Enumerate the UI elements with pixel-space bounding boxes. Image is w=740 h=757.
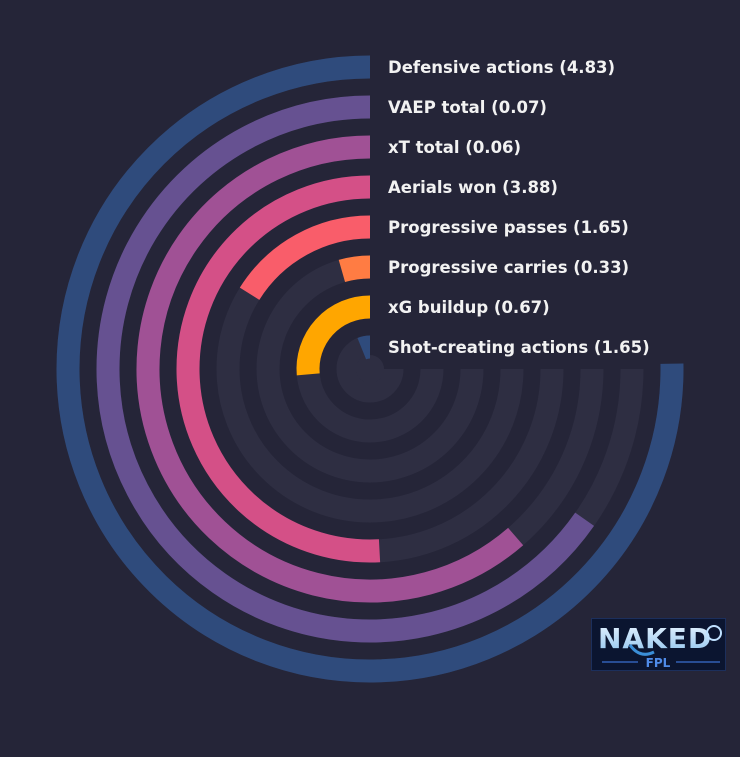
bar-label-7: xG buildup (0.67) bbox=[388, 298, 550, 317]
bar-1 bbox=[56, 55, 684, 683]
bar-2 bbox=[96, 95, 595, 643]
bar-7 bbox=[296, 295, 371, 376]
track-ring-6 bbox=[256, 255, 484, 483]
bar-label-6: Progressive carries (0.33) bbox=[388, 258, 629, 277]
bar-label-5: Progressive passes (1.65) bbox=[388, 218, 629, 237]
logo-subtext: FPL bbox=[646, 656, 671, 670]
bar-label-1: Defensive actions (4.83) bbox=[388, 58, 615, 77]
logo-face-icon bbox=[706, 625, 722, 641]
center-hub bbox=[356, 355, 384, 383]
bar-label-4: Aerials won (3.88) bbox=[388, 178, 558, 197]
bar-5 bbox=[239, 215, 371, 301]
track-ring-8 bbox=[336, 335, 404, 403]
logo-text: NAKED bbox=[598, 622, 712, 655]
bar-label-3: xT total (0.06) bbox=[388, 138, 521, 157]
bar-8 bbox=[357, 335, 371, 360]
naked-fpl-logo: NAKED FPL bbox=[591, 618, 726, 671]
logo-swoosh bbox=[628, 644, 655, 656]
bar-6 bbox=[338, 255, 371, 283]
bar-label-2: VAEP total (0.07) bbox=[388, 98, 547, 117]
bar-3 bbox=[136, 135, 524, 603]
bar-group bbox=[56, 55, 684, 683]
bar-label-8: Shot-creating actions (1.65) bbox=[388, 338, 650, 357]
label-group: Defensive actions (4.83) VAEP total (0.07… bbox=[388, 58, 650, 357]
bar-4 bbox=[176, 175, 381, 563]
